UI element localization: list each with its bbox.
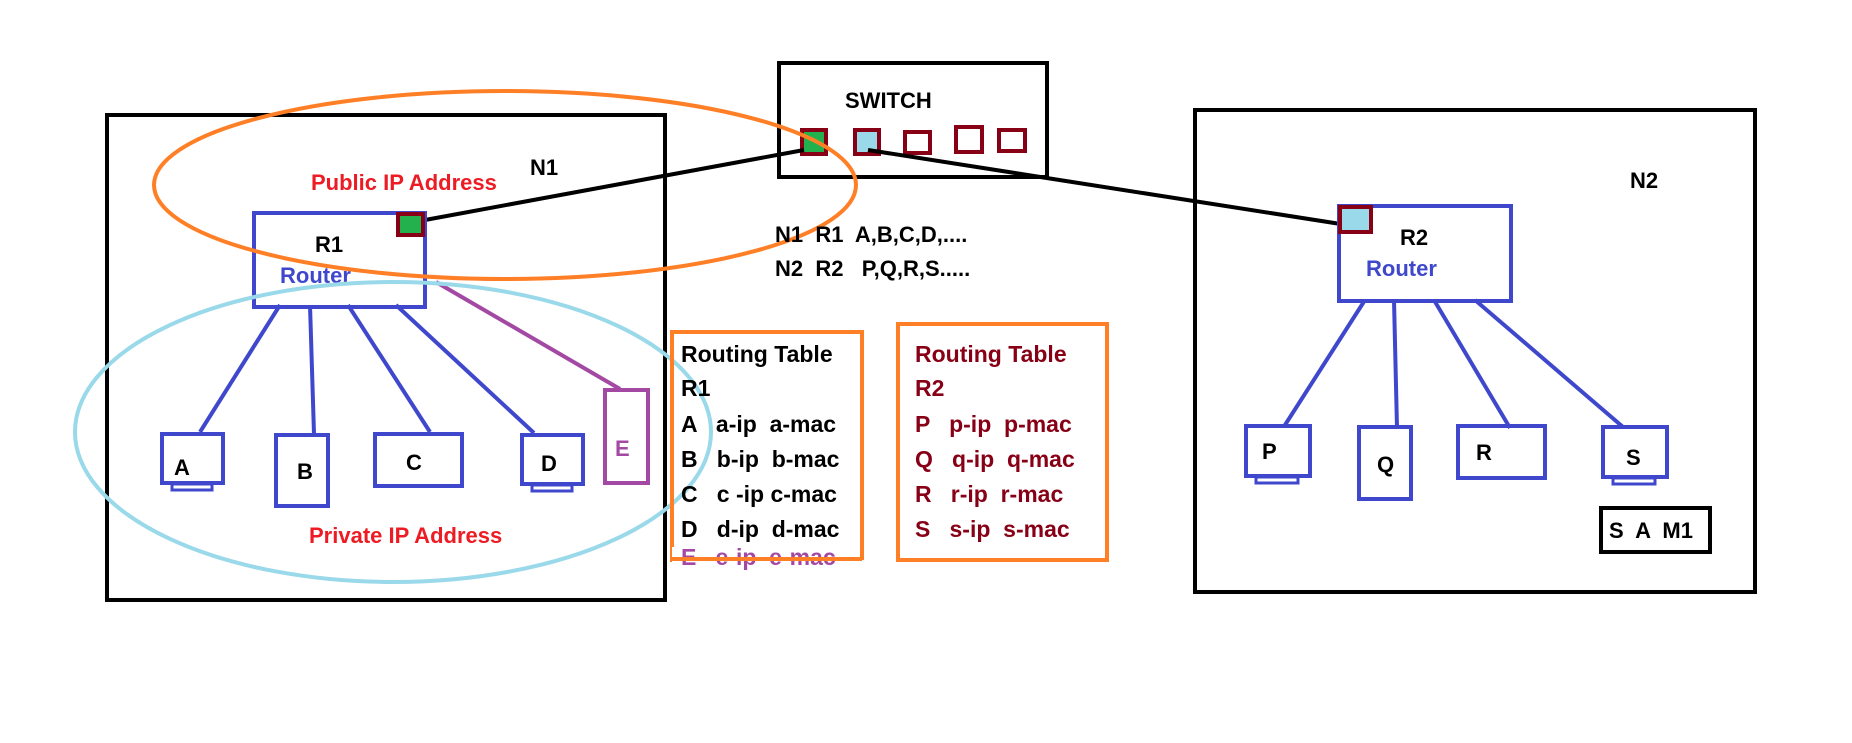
routing-table-r2-row: S s-ip s-mac bbox=[915, 516, 1070, 542]
switch-port-5 bbox=[997, 128, 1027, 153]
router-r1 bbox=[252, 211, 427, 309]
link-r1-a bbox=[198, 303, 282, 434]
host-c-label: C bbox=[406, 450, 422, 475]
switch-port-4 bbox=[954, 125, 984, 154]
mapping-note: S A M1 bbox=[1609, 518, 1693, 543]
host-r bbox=[1456, 424, 1547, 480]
routing-table-r1-row: B b-ip b-mac bbox=[681, 446, 840, 472]
private-ip-label: Private IP Address bbox=[309, 523, 502, 548]
public-ip-ellipse bbox=[152, 89, 858, 281]
host-d-label: D bbox=[541, 451, 557, 476]
routing-table-r1-row: D d-ip d-mac bbox=[681, 516, 840, 542]
host-e-label: E bbox=[615, 436, 630, 461]
link-switch-r1 bbox=[424, 148, 805, 222]
host-a-label: A bbox=[174, 455, 190, 480]
routing-table-r2-router: R2 bbox=[915, 375, 944, 401]
host-s-stand bbox=[1611, 476, 1657, 486]
router-r2 bbox=[1337, 204, 1513, 303]
host-p-label: P bbox=[1262, 439, 1277, 464]
router-r1-port bbox=[396, 212, 425, 237]
network-n2-box bbox=[1193, 108, 1757, 594]
summary-line-1: N1 R1 A,B,C,D,.... bbox=[775, 222, 967, 247]
host-b-label: B bbox=[297, 459, 313, 484]
link-r1-e bbox=[434, 280, 622, 391]
link-r1-c bbox=[346, 303, 432, 434]
routing-table-r1-row: A a-ip a-mac bbox=[681, 411, 836, 437]
link-r2-s bbox=[1473, 298, 1625, 429]
router-r2-label: Router bbox=[1366, 256, 1437, 281]
routing-table-r2-row: R r-ip r-mac bbox=[915, 481, 1063, 507]
link-r1-b bbox=[308, 304, 316, 435]
network-n1-label: N1 bbox=[530, 155, 558, 180]
host-p bbox=[1244, 424, 1312, 478]
switch-port-3 bbox=[903, 130, 932, 155]
routing-table-r2-row: Q q-ip q-mac bbox=[915, 446, 1075, 472]
host-a bbox=[160, 432, 225, 485]
router-r2-port bbox=[1338, 205, 1373, 234]
network-n2-label: N2 bbox=[1630, 168, 1658, 193]
link-r2-r bbox=[1432, 298, 1512, 430]
host-r-label: R bbox=[1476, 440, 1492, 465]
routing-table-r1-title: Routing Table bbox=[681, 341, 833, 367]
switch-label: SWITCH bbox=[845, 88, 932, 113]
host-q bbox=[1357, 425, 1413, 501]
link-r2-q bbox=[1392, 299, 1399, 429]
network-n1-box bbox=[105, 113, 667, 602]
host-e bbox=[603, 388, 650, 485]
router-r1-name: R1 bbox=[315, 232, 343, 257]
host-p-stand bbox=[1254, 475, 1300, 485]
routing-table-r1-row: C c -ip c-mac bbox=[681, 481, 837, 507]
public-ip-label: Public IP Address bbox=[311, 170, 497, 195]
summary-line-2: N2 R2 P,Q,R,S..... bbox=[775, 256, 970, 281]
host-d-stand bbox=[530, 483, 574, 493]
private-ip-ellipse bbox=[73, 280, 713, 584]
host-b bbox=[274, 433, 330, 508]
link-r2-p bbox=[1283, 298, 1367, 427]
host-q-label: Q bbox=[1377, 452, 1394, 477]
switch-box bbox=[777, 61, 1049, 179]
routing-table-r2-row: P p-ip p-mac bbox=[915, 411, 1072, 437]
routing-table-r2-title: Routing Table bbox=[915, 341, 1067, 367]
link-r1-d bbox=[394, 303, 536, 435]
routing-table-r1-router: R1 bbox=[681, 375, 711, 401]
routing-table-r2-box bbox=[896, 322, 1109, 562]
host-c bbox=[373, 432, 464, 488]
host-s-label: S bbox=[1626, 445, 1641, 470]
router-r2-name: R2 bbox=[1400, 225, 1428, 250]
host-a-stand bbox=[170, 482, 214, 492]
mapping-note-box bbox=[1599, 506, 1712, 554]
link-switch-r2 bbox=[867, 148, 1348, 227]
